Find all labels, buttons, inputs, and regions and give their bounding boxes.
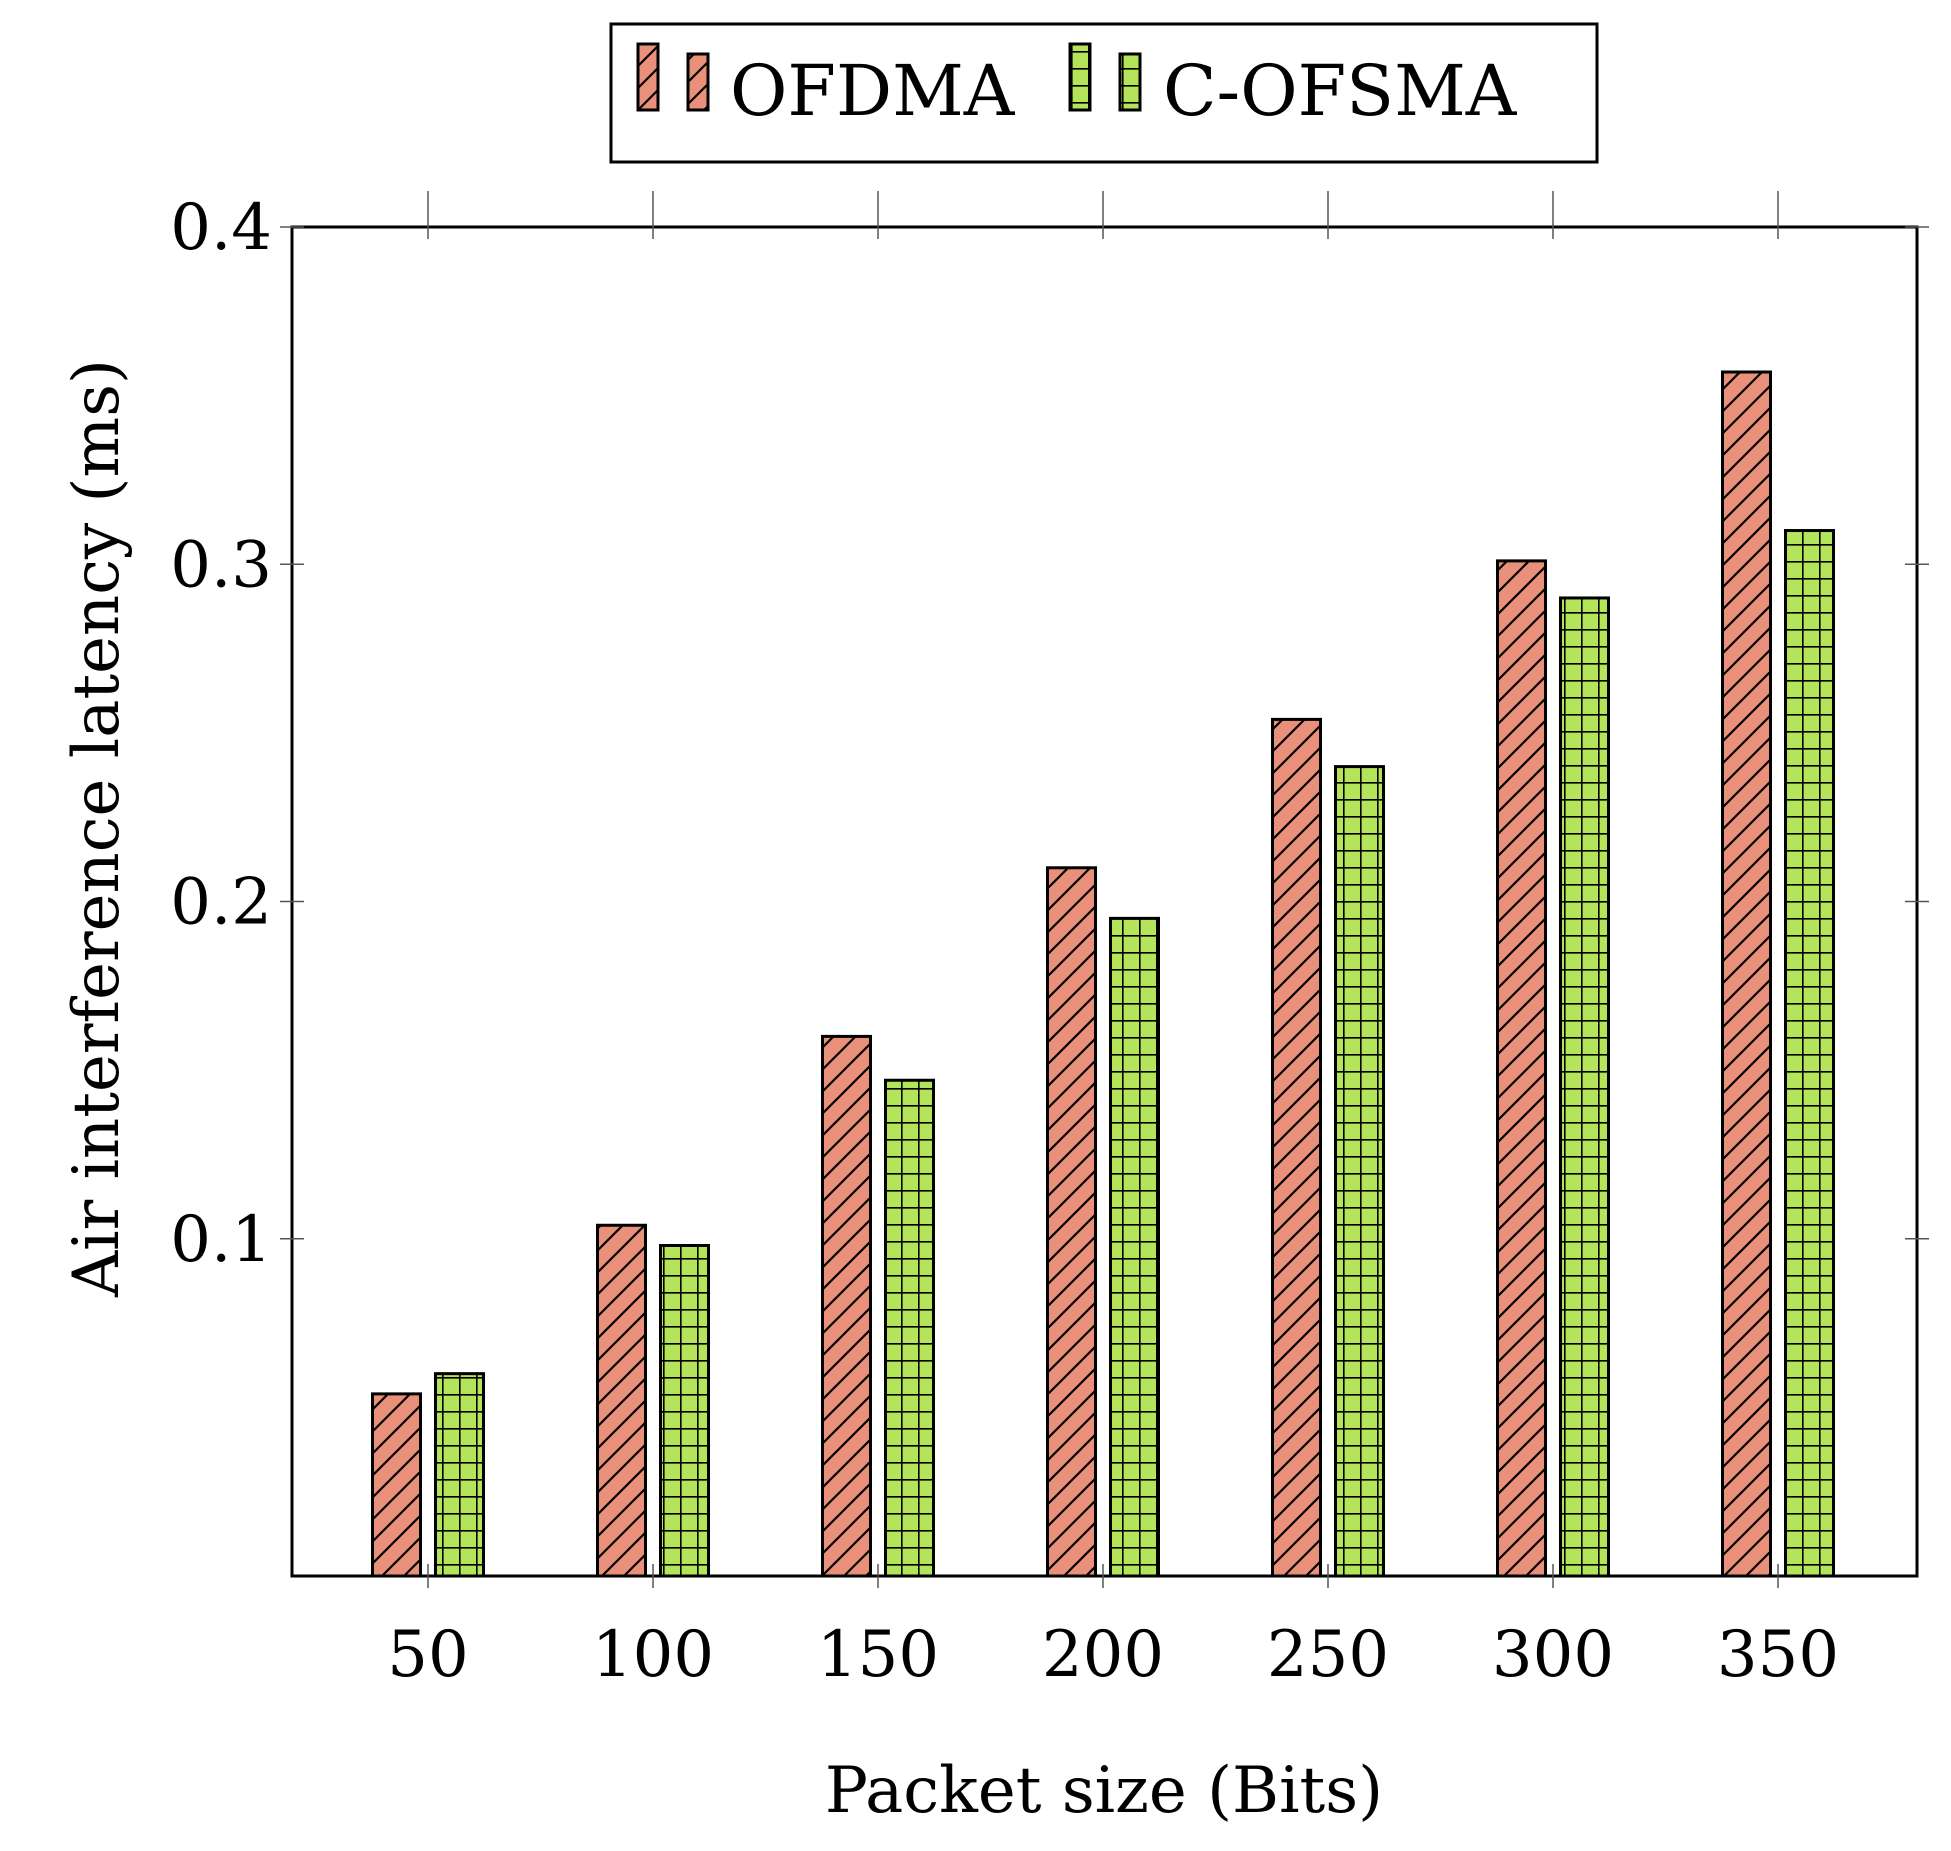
bar-ofdma-250: [1271, 717, 1322, 1578]
bars-group: [371, 370, 1835, 1578]
bar-ofdma-300: [1496, 559, 1547, 1578]
legend-swatch-c-ofsma-2: [1118, 52, 1142, 112]
legend: OFDMA C-OFSMA: [609, 22, 1599, 164]
x-tick-label: 150: [817, 1618, 939, 1692]
bar-ofdma-350: [1721, 370, 1772, 1578]
bar-c-ofsma-200: [1109, 916, 1160, 1578]
bar-c-ofsma-350: [1784, 529, 1835, 1578]
x-tick-label: 100: [592, 1618, 714, 1692]
bar-ofdma-150: [821, 1034, 872, 1578]
bar-c-ofsma-250: [1334, 765, 1385, 1578]
x-tick-label: 50: [387, 1618, 468, 1692]
legend-entry-ofdma: OFDMA: [636, 42, 1016, 132]
legend-box: [609, 22, 1599, 164]
y-tick-label: 0.2: [170, 866, 272, 940]
x-ticks: 50 100 150 200 250 300 350: [387, 191, 1839, 1692]
x-tick-label: 350: [1717, 1618, 1839, 1692]
y-tick-label: 0.1: [170, 1203, 272, 1277]
legend-swatch-ofdma-1: [636, 42, 660, 112]
x-tick-label: 250: [1267, 1618, 1389, 1692]
legend-swatch-c-ofsma-1: [1068, 42, 1092, 112]
plot-area: [290, 225, 1919, 1578]
x-tick-label: 200: [1042, 1618, 1164, 1692]
legend-entry-c-ofsma: C-OFSMA: [1068, 42, 1518, 132]
bar-c-ofsma-100: [659, 1243, 710, 1578]
legend-swatch-ofdma-2: [686, 52, 710, 112]
bar-c-ofsma-50: [434, 1372, 485, 1578]
bar-c-ofsma-150: [884, 1078, 935, 1578]
legend-label-ofdma: OFDMA: [730, 50, 1016, 132]
bar-c-ofsma-300: [1559, 596, 1610, 1578]
y-ticks: 0.1 0.2 0.3 0.4: [170, 191, 1929, 1277]
y-tick-label: 0.3: [170, 528, 272, 602]
x-tick-label: 300: [1492, 1618, 1614, 1692]
y-tick-label: 0.4: [170, 191, 272, 265]
y-axis-title: Air interference latency (ms): [60, 359, 134, 1298]
bar-ofdma-200: [1046, 866, 1097, 1578]
bar-ofdma-50: [371, 1392, 422, 1578]
legend-label-c-ofsma: C-OFSMA: [1163, 50, 1518, 132]
bar-ofdma-100: [596, 1223, 647, 1578]
x-axis-title: Packet size (Bits): [825, 1754, 1383, 1828]
